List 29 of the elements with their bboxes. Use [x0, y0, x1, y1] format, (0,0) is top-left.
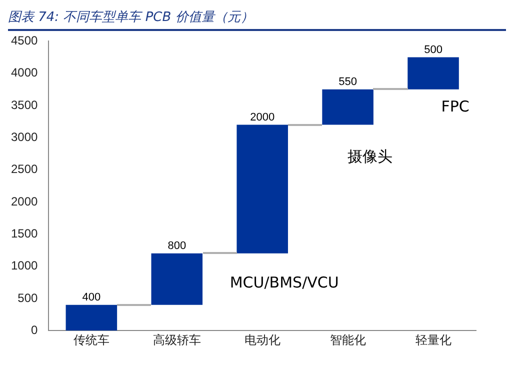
y-tick-label: 3500	[10, 98, 38, 112]
y-tick-label: 3000	[10, 130, 38, 144]
bar	[236, 124, 288, 254]
x-tick-label: 高级轿车	[152, 333, 201, 348]
y-tick-label: 4000	[10, 66, 38, 80]
data-label: 800	[168, 240, 186, 252]
data-label: 400	[82, 291, 101, 304]
y-tick-label: 1500	[10, 226, 38, 240]
data-label: 500	[424, 44, 442, 56]
x-tick-label: 轻量化	[415, 333, 452, 348]
annotation: FPC	[441, 97, 470, 116]
bar	[408, 57, 459, 90]
chart-title: 图表 74: 不同车型单车 PCB 价值量（元）	[8, 8, 506, 31]
bar	[66, 304, 118, 331]
y-tick-label: 2000	[10, 194, 38, 208]
y-tick-label: 1000	[10, 258, 38, 273]
y-tick-label: 2500	[10, 162, 38, 176]
bar	[151, 253, 203, 305]
y-tick-label: 500	[18, 290, 38, 305]
x-tick-label: 智能化	[330, 333, 366, 348]
data-label: 2000	[250, 111, 275, 124]
data-label: 550	[338, 76, 357, 88]
y-tick-label: 4500	[10, 34, 38, 48]
y-tick-label: 0	[31, 322, 38, 337]
annotation: MCU/BMS/VCU	[230, 273, 339, 292]
bar	[322, 89, 374, 125]
annotation: 摄像头	[347, 148, 392, 166]
x-tick-label: 传统车	[73, 333, 110, 348]
x-tick-label: 电动化	[244, 333, 280, 348]
